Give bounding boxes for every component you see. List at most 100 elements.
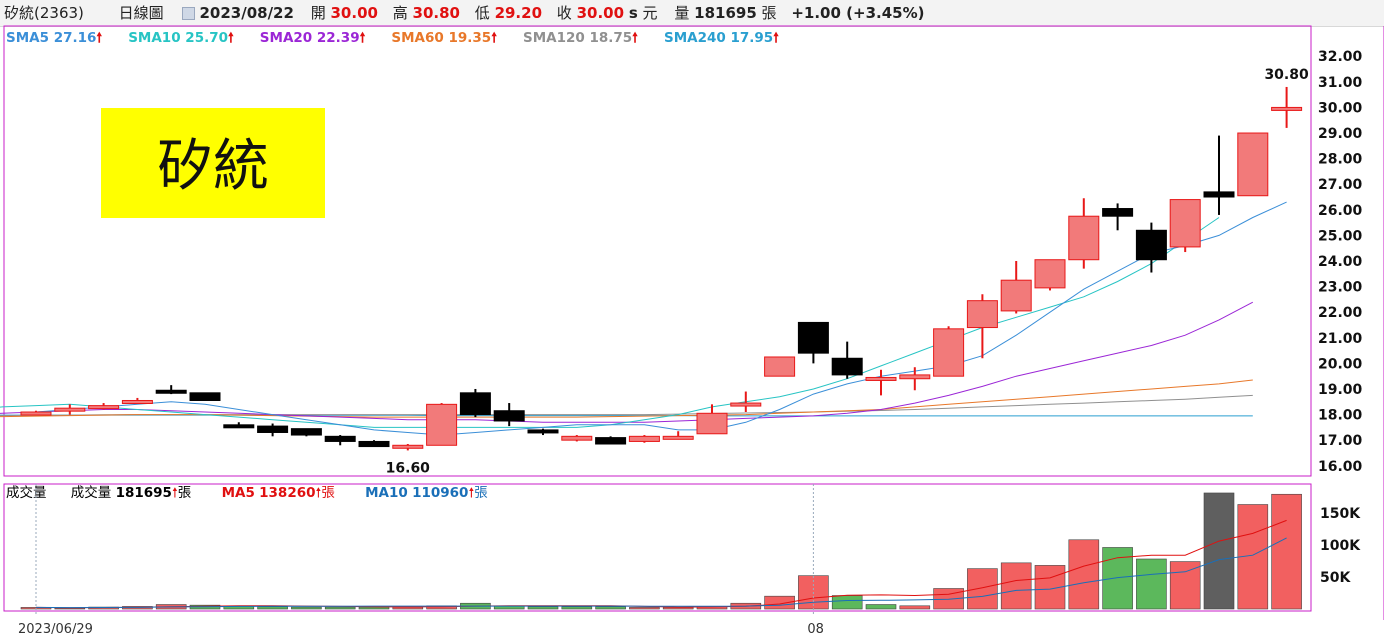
volume-legend-value: 181695 [115, 485, 172, 501]
candle-body [831, 357, 863, 376]
candle-body [1169, 199, 1201, 248]
candle-body [1237, 132, 1269, 197]
period-dropdown[interactable] [182, 0, 199, 26]
volume-ma10-line [35, 537, 1287, 609]
candle-body [1000, 279, 1032, 312]
volume-bar [899, 605, 931, 610]
ma10-legend-value: 110960 [412, 485, 469, 501]
candle-body [392, 444, 424, 449]
ma5-legend-label: MA5 [221, 485, 255, 501]
price-tick-label: 25.00 [1318, 228, 1363, 244]
volume-bar [629, 607, 660, 610]
volume-legend-unit: 張 [177, 485, 192, 501]
volume-bar [595, 606, 626, 610]
price-tick-label: 26.00 [1318, 203, 1363, 219]
price-tick-label: 24.00 [1318, 254, 1363, 270]
sma10-line [0, 217, 1220, 428]
sma-legend-item: SMA10 25.70🠕 [128, 30, 234, 46]
up-arrow-icon: 🠕 [315, 485, 322, 501]
volume-bar [967, 568, 998, 610]
open-value: 30.00 [330, 4, 378, 22]
sma-legend-item: SMA20 22.39🠕 [260, 30, 366, 46]
sma-legend-label: SMA5 27.16 [6, 30, 97, 46]
price-annotation: 30.80 [1264, 67, 1309, 83]
up-arrow-icon: 🠕 [468, 485, 475, 501]
sma-legend-label: SMA10 25.70 [128, 30, 228, 46]
candle-body [1034, 259, 1066, 289]
candle-body [257, 425, 289, 433]
candle-body [223, 424, 255, 429]
price-tick-label: 28.00 [1318, 152, 1363, 168]
volume-unit: 張 [761, 4, 777, 22]
close-suffix: s [628, 4, 638, 22]
volume-ma5-line [35, 519, 1287, 609]
volume-bar [1136, 558, 1167, 610]
x-tick-label: 2023/06/29 [18, 622, 93, 637]
up-arrow-icon: 🠕 [491, 30, 497, 46]
volume-bar [358, 606, 390, 610]
volume-tick-label: 150K [1320, 506, 1361, 522]
candle-body [121, 399, 153, 404]
volume-value: 181695 [694, 4, 757, 22]
up-arrow-icon: 🠕 [96, 30, 103, 46]
ma10-legend-unit: 張 [474, 485, 488, 501]
sma-legend-label: SMA60 19.35 [391, 30, 492, 46]
volume-bar [933, 588, 964, 610]
candle-body [1271, 106, 1303, 111]
price-tick-label: 19.00 [1318, 382, 1363, 398]
volume-bar [662, 607, 694, 610]
sma-legend: SMA5 27.16🠕 SMA10 25.70🠕 SMA20 22.39🠕 SMA60… [6, 28, 805, 51]
candle-body [324, 435, 356, 442]
currency-label: 元 [642, 4, 658, 22]
low-value: 29.20 [494, 4, 543, 22]
candle-body [595, 437, 627, 445]
candle-body [696, 412, 728, 435]
sma-legend-item: SMA120 18.75🠕 [523, 30, 638, 46]
candle-body [189, 392, 221, 401]
candle-body [730, 402, 762, 407]
volume-bar [1169, 561, 1201, 610]
volume-bar [257, 606, 288, 610]
ma5-legend-unit: 張 [321, 485, 335, 501]
up-arrow-icon: 🠕 [359, 30, 366, 46]
candle-body [1068, 215, 1100, 261]
volume-bar [831, 595, 863, 610]
candle-body [933, 328, 965, 377]
candle-body [493, 410, 525, 422]
price-tick-label: 32.00 [1318, 49, 1363, 65]
price-tick-label: 30.00 [1318, 100, 1363, 116]
sma20-line [0, 301, 1254, 423]
sma240-line [0, 414, 1253, 417]
price-tick-label: 20.00 [1318, 356, 1363, 372]
candle-body [459, 392, 491, 416]
up-arrow-icon: 🠕 [773, 30, 779, 46]
ma10-legend-label: MA10 [365, 485, 408, 501]
price-tick-label: 16.00 [1318, 459, 1363, 475]
price-tick-label: 29.00 [1318, 126, 1363, 142]
candle-body [797, 321, 829, 354]
sma-legend-item: SMA60 19.35🠕 [391, 30, 497, 46]
close-value: 30.00 [576, 4, 625, 22]
price-tick-label: 31.00 [1318, 75, 1363, 91]
price-tick-label: 23.00 [1318, 280, 1363, 296]
candle-body [290, 428, 322, 436]
ma5-legend-value: 138260 [259, 485, 316, 501]
sma-legend-label: SMA20 22.39 [259, 30, 360, 46]
candle-body [20, 411, 52, 416]
price-tick-label: 18.00 [1318, 408, 1363, 424]
sma60-line [0, 379, 1253, 418]
up-arrow-icon: 🠕 [228, 30, 234, 46]
volume-bar [1203, 492, 1235, 610]
chevron-down-icon[interactable] [182, 7, 196, 20]
up-arrow-icon: 🠕 [632, 30, 638, 46]
sma5-line [35, 201, 1287, 436]
price-tick-label: 22.00 [1318, 305, 1363, 321]
high-label: 高 [392, 4, 408, 22]
volume-bar [561, 606, 593, 610]
volume-bar [1271, 493, 1302, 610]
price-annotation: 16.60 [386, 460, 431, 476]
price-tick-label: 17.00 [1318, 433, 1363, 449]
volume-label: 量 [674, 4, 690, 22]
volume-bar [1000, 562, 1032, 610]
